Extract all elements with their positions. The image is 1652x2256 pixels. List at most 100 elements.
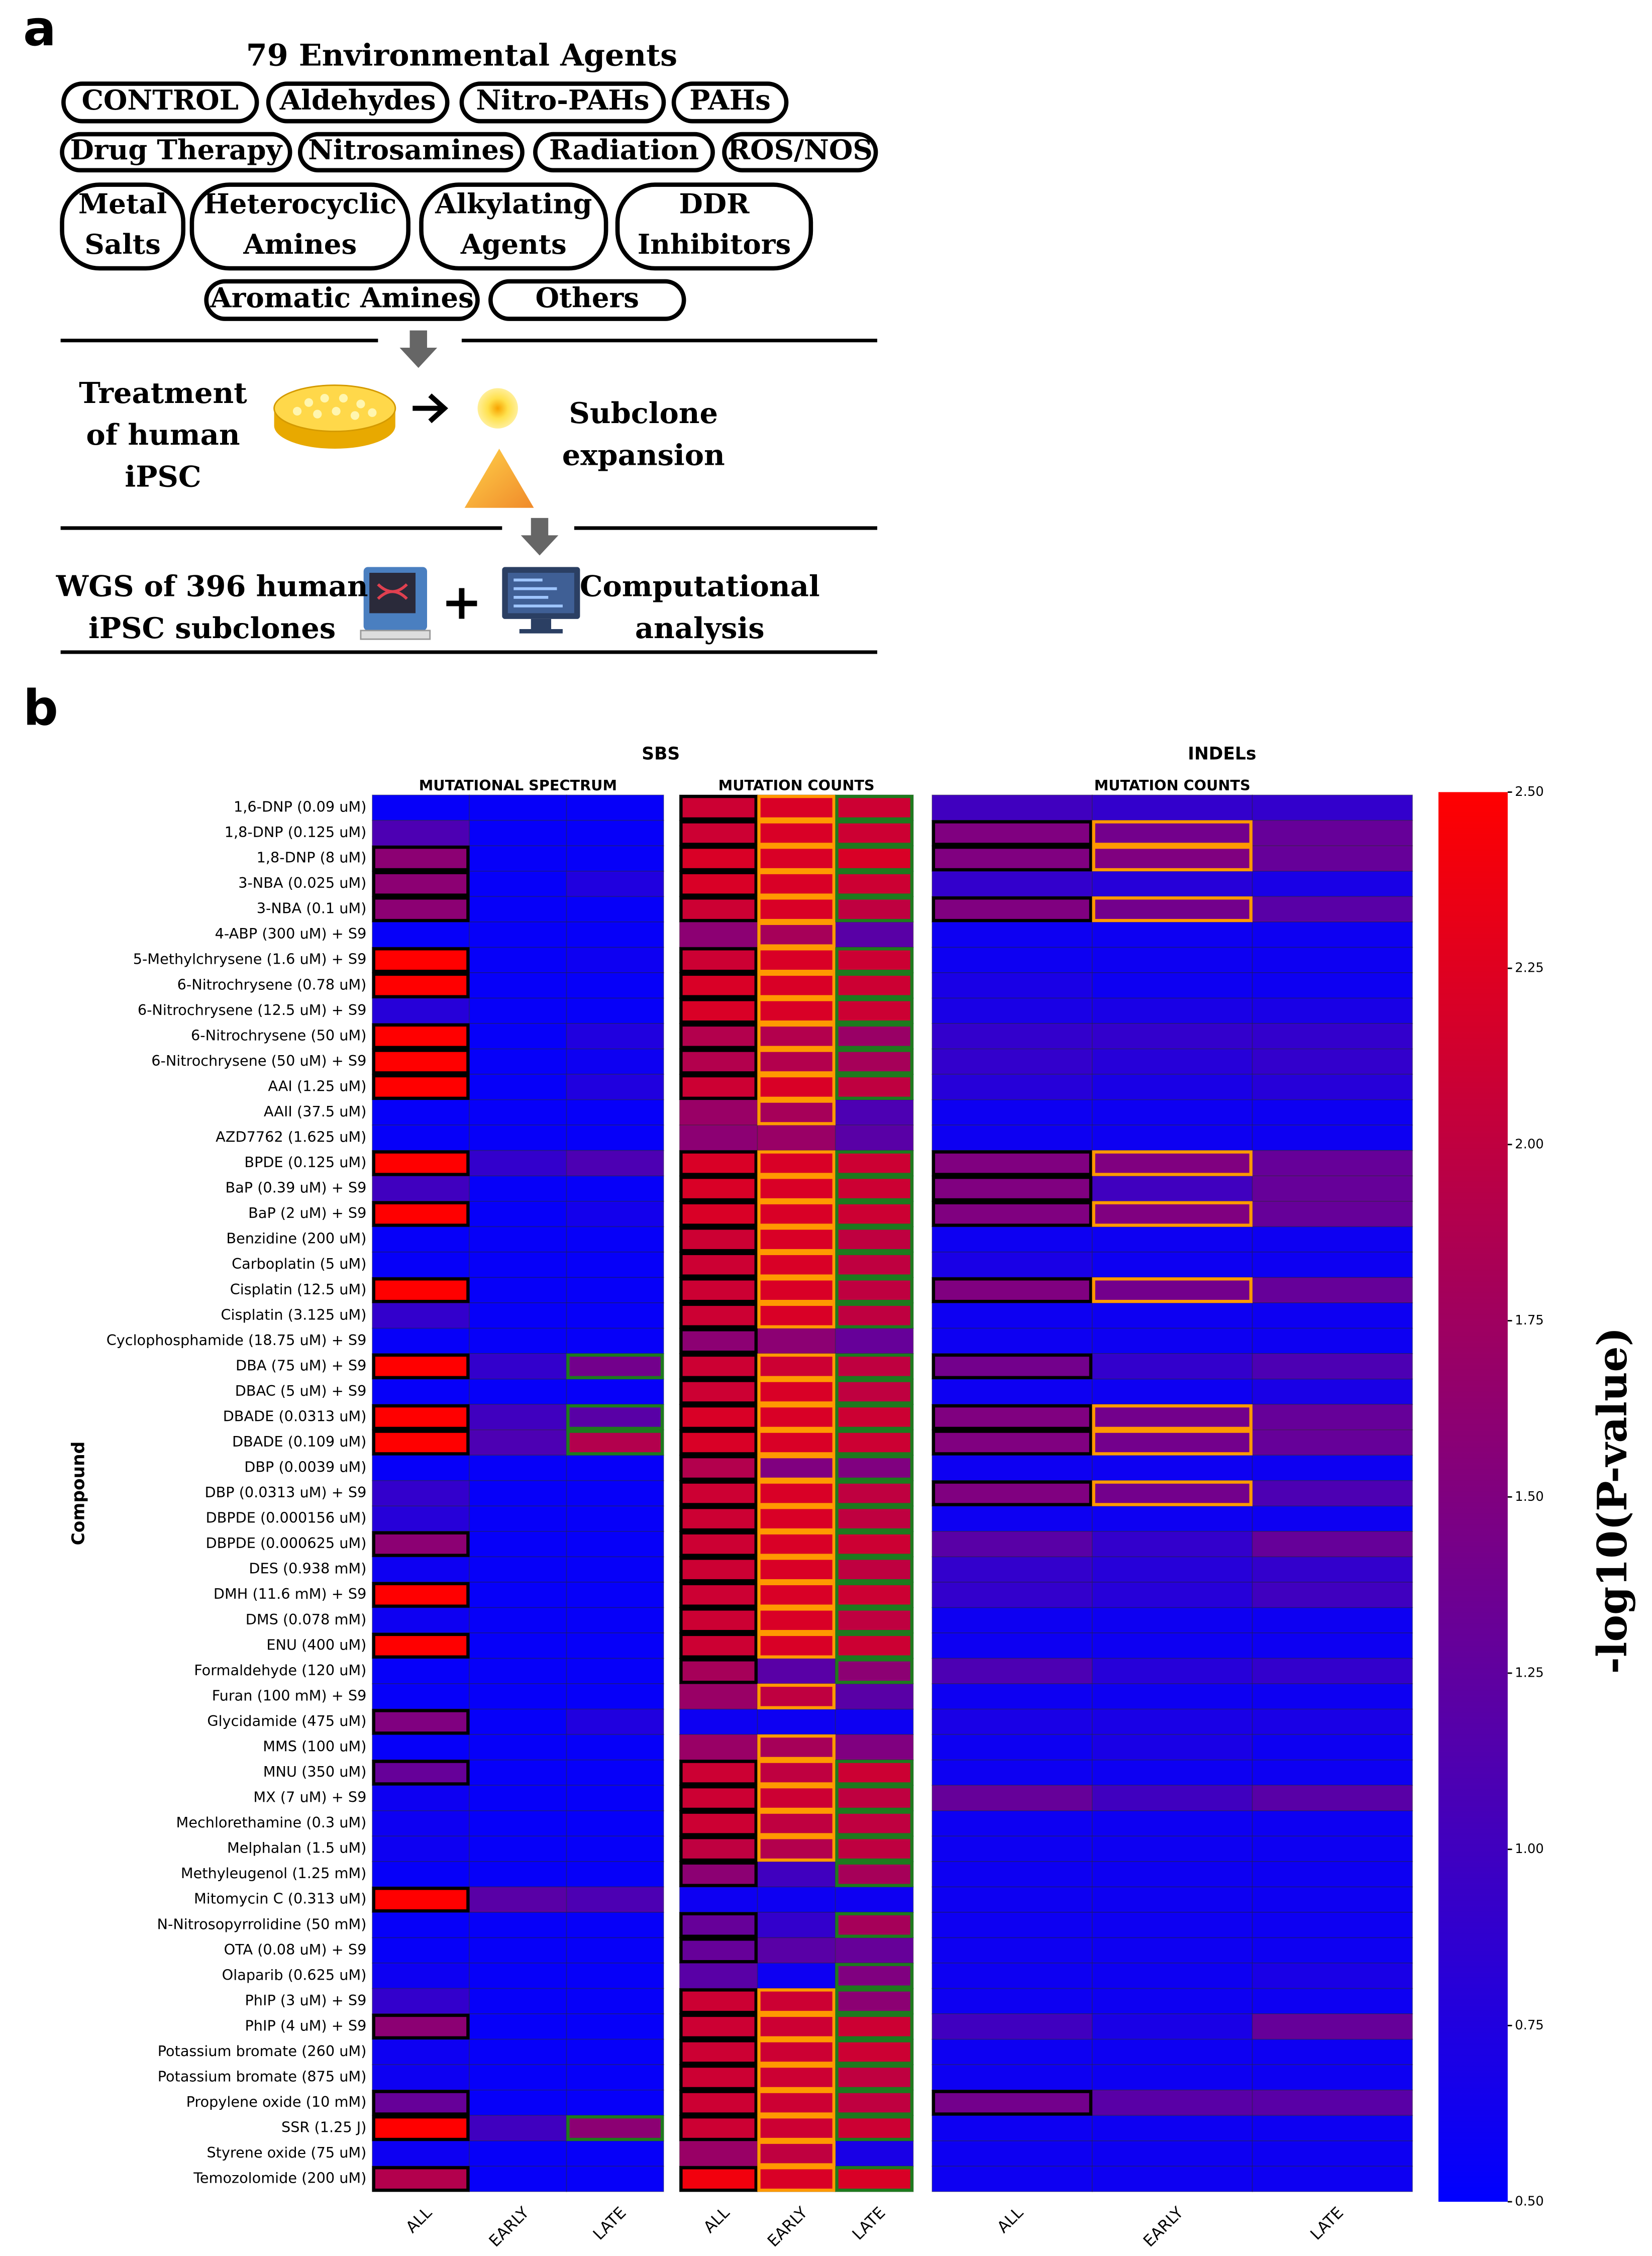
heatmap-cell <box>679 1429 758 1456</box>
significance-outline <box>679 1785 758 1811</box>
heatmap-cell <box>835 1378 914 1405</box>
heatmap-cell <box>932 2166 1093 2192</box>
row-label: DMH (11.6 mM) + S9 <box>214 1585 367 1602</box>
heatmap-cell <box>757 1683 836 1710</box>
significance-outline <box>679 1760 758 1786</box>
category-pill <box>60 182 186 271</box>
significance-outline <box>757 1277 836 1303</box>
heatmap-cell <box>1091 1048 1253 1075</box>
heatmap-cell <box>932 1683 1093 1710</box>
heatmap-cell <box>372 1327 470 1354</box>
heatmap-cell <box>1252 1658 1413 1684</box>
heatmap-cell <box>932 896 1093 922</box>
heatmap-cell <box>757 972 836 999</box>
heatmap-cell <box>1091 794 1253 821</box>
heatmap-cell <box>757 997 836 1024</box>
heatmap-cell <box>835 896 914 922</box>
significance-outline <box>679 1582 758 1608</box>
significance-outline <box>932 1429 1093 1456</box>
heatmap-cell <box>835 997 914 1024</box>
significance-outline <box>757 1480 836 1506</box>
significance-outline <box>757 896 836 922</box>
significance-outline <box>679 1404 758 1430</box>
significance-outline <box>566 2115 664 2141</box>
heatmap-cell <box>566 1505 664 1532</box>
heatmap-cell <box>835 1759 914 1786</box>
significance-outline <box>1092 1480 1253 1506</box>
heatmap-cell <box>835 1785 914 1811</box>
significance-outline <box>932 1480 1093 1506</box>
significance-outline <box>835 1760 914 1786</box>
heatmap-cell <box>469 1734 567 1761</box>
heatmap-cell <box>566 870 664 897</box>
heatmap-cell <box>1252 1988 1413 2015</box>
significance-outline <box>932 1150 1093 1176</box>
heatmap-cell <box>1091 1023 1253 1050</box>
heatmap-cell <box>932 1074 1093 1100</box>
significance-outline <box>835 1353 914 1379</box>
heatmap-cell <box>835 1455 914 1481</box>
significance-outline <box>679 1557 758 1583</box>
heatmap-cell <box>566 1455 664 1481</box>
heatmap-cell <box>1091 1632 1253 1659</box>
heatmap-cell <box>372 1937 470 1964</box>
heatmap-cell <box>835 845 914 872</box>
heatmap-cell <box>1252 1124 1413 1151</box>
heatmap-cell <box>372 1455 470 1481</box>
significance-outline <box>757 1557 836 1583</box>
heatmap-cell <box>566 1632 664 1659</box>
heatmap-cell <box>932 1048 1093 1075</box>
significance-outline <box>1092 1150 1253 1176</box>
heatmap-cell <box>566 1048 664 1075</box>
significance-outline <box>372 2090 470 2116</box>
step-label: Computational <box>580 569 820 603</box>
row-label: Benzidine (200 uM) <box>226 1230 366 1247</box>
heatmap-cell <box>566 1277 664 1303</box>
heatmap-cell <box>1252 1378 1413 1405</box>
heatmap-cell <box>932 2140 1093 2167</box>
heatmap-cell <box>757 1455 836 1481</box>
heatmap-cell <box>1252 1023 1413 1050</box>
heatmap-cell <box>372 1302 470 1329</box>
heatmap-cell <box>1252 2089 1413 2116</box>
heatmap-cell <box>566 1175 664 1202</box>
colorbar <box>1438 792 1508 2202</box>
heatmap-cell <box>757 1937 836 1964</box>
significance-outline <box>835 1302 914 1328</box>
significance-outline <box>679 1074 758 1100</box>
significance-outline <box>679 1988 758 2014</box>
significance-outline <box>835 2166 914 2192</box>
heatmap-cell <box>757 947 836 973</box>
cell-icon <box>477 388 518 429</box>
heatmap-cell <box>679 997 758 1024</box>
significance-outline <box>757 1785 836 1811</box>
heatmap-cell <box>679 1886 758 1913</box>
heatmap-cell <box>1091 1861 1253 1888</box>
significance-outline <box>679 1861 758 1887</box>
significance-outline <box>835 1632 914 1659</box>
column-label: LATE <box>1307 2204 1347 2244</box>
heatmap-cell <box>679 1327 758 1354</box>
heatmap-cell <box>679 1404 758 1430</box>
heatmap-cell <box>566 2089 664 2116</box>
heatmap-cell <box>679 1124 758 1151</box>
significance-outline <box>835 1506 914 1532</box>
heatmap-cell <box>757 1074 836 1100</box>
row-label: DBADE (0.0313 uM) <box>223 1407 367 1424</box>
heatmap-cell <box>1091 1175 1253 1202</box>
heatmap-cell <box>757 1556 836 1583</box>
significance-outline <box>372 1404 470 1430</box>
heatmap-cell <box>1091 1785 1253 1811</box>
heatmap-cell <box>469 1988 567 2015</box>
significance-outline <box>679 820 758 846</box>
significance-outline <box>1092 1201 1253 1227</box>
heatmap-cell <box>469 1861 567 1888</box>
significance-outline <box>757 1988 836 2014</box>
heatmap-cell <box>835 921 914 948</box>
heatmap-cell <box>679 1937 758 1964</box>
heatmap-cell <box>1091 1099 1253 1126</box>
heatmap-cell <box>469 2166 567 2192</box>
significance-outline <box>679 947 758 973</box>
significance-outline <box>679 1506 758 1532</box>
heatmap-cell <box>1091 1734 1253 1761</box>
